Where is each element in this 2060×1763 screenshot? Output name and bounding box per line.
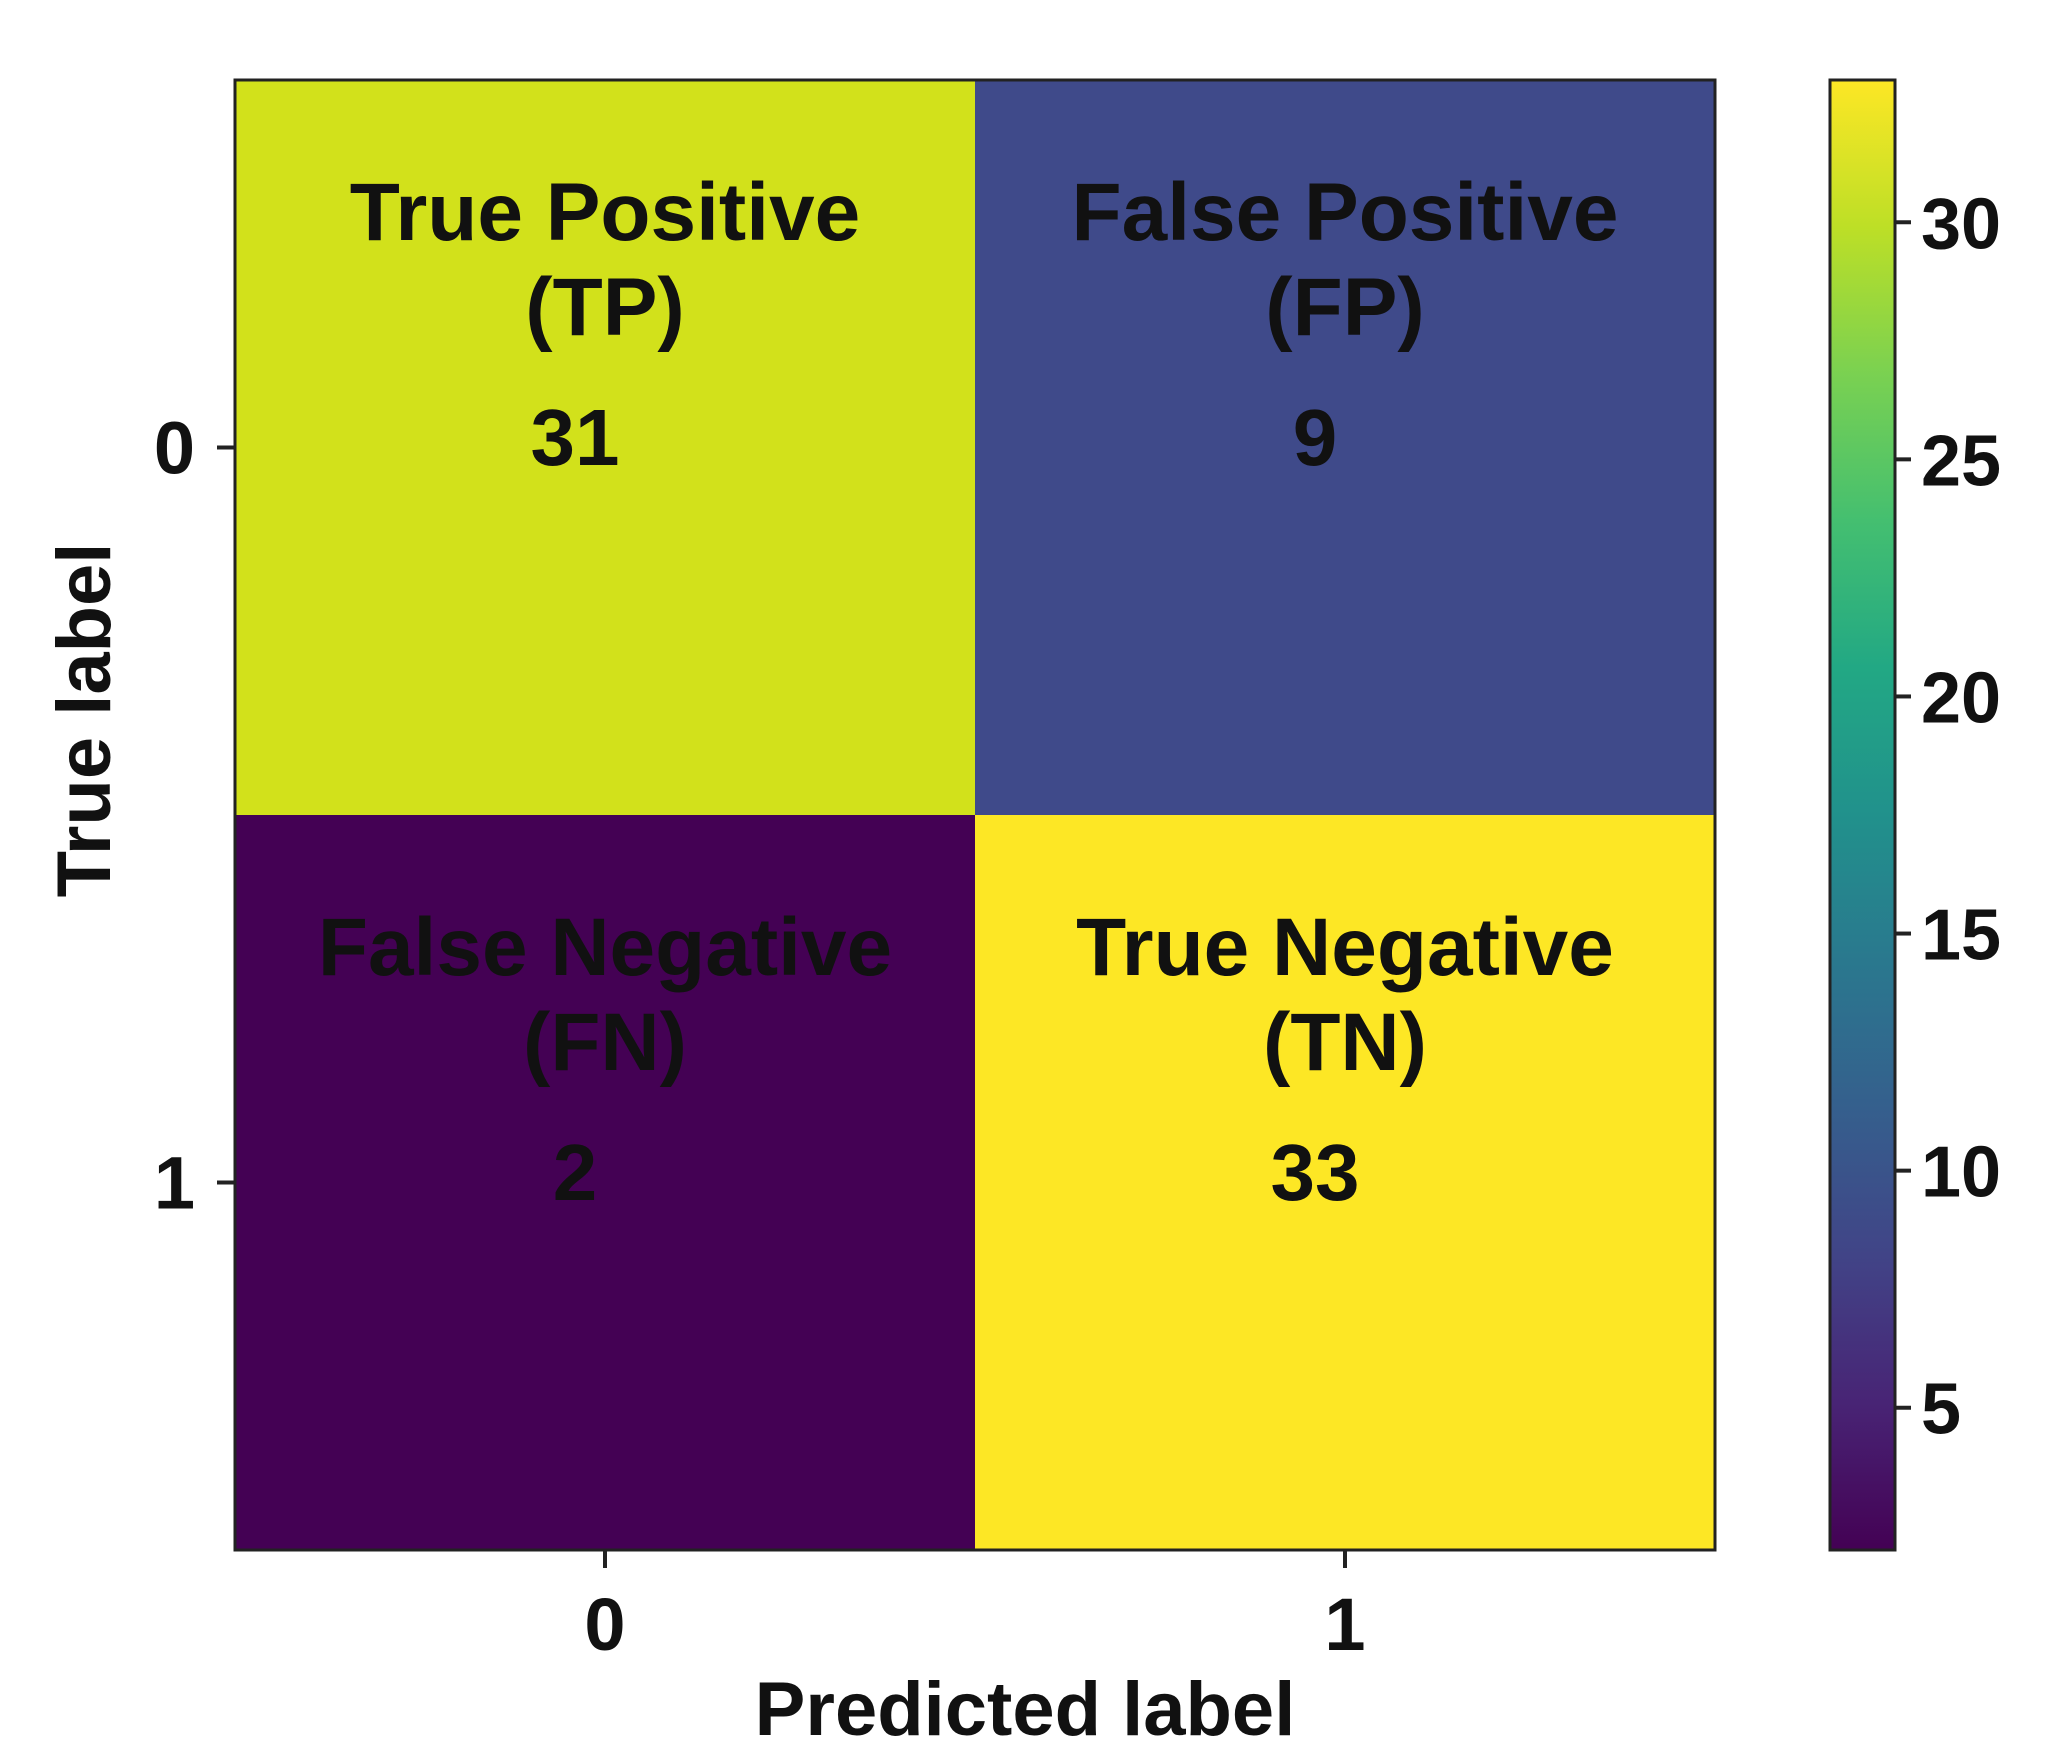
y-tick-label: 0	[154, 407, 195, 490]
cell-abbr-label: (TP)	[525, 262, 684, 353]
colorbar-ticks: 5 10 15 20 25 30	[1895, 184, 2001, 1450]
cell-value-label: 2	[553, 1128, 598, 1217]
colorbar	[1828, 78, 1897, 1552]
colorbar-tick-label: 30	[1921, 184, 2001, 264]
y-tick-label: 1	[154, 1142, 195, 1225]
cell-abbr-label: (TN)	[1263, 997, 1427, 1088]
heatmap-cell	[975, 815, 1715, 1550]
cell-value-label: 33	[1271, 1128, 1360, 1217]
cell-name-label: False Negative	[318, 902, 892, 993]
plot-frame	[233, 78, 1717, 1552]
colorbar-tick-label: 10	[1921, 1133, 2001, 1213]
heatmap-cell	[235, 815, 975, 1550]
cell-name-label: True Negative	[1076, 902, 1614, 993]
x-axis-label: Predicted label	[755, 1667, 1296, 1752]
heatmap-cell	[235, 80, 975, 815]
cell-name-label: True Positive	[350, 167, 860, 258]
cell-value-label: 9	[1293, 393, 1338, 482]
heatmap-cell	[975, 80, 1715, 815]
colorbar-tick-label: 20	[1921, 658, 2001, 738]
y-axis-label: True label	[42, 543, 127, 898]
cell-name-label: False Positive	[1072, 167, 1619, 258]
cell-value-label: 31	[531, 393, 620, 482]
colorbar-tick-label: 25	[1921, 421, 2001, 501]
x-tick-label: 0	[584, 1583, 625, 1666]
y-axis-ticks: 01	[154, 407, 235, 1225]
colorbar-tick-label: 5	[1921, 1370, 1961, 1450]
x-tick-label: 1	[1324, 1583, 1365, 1666]
cell-abbr-label: (FP)	[1265, 262, 1424, 353]
cell-abbr-label: (FN)	[523, 997, 687, 1088]
heatmap-cells: True Positive(TP) 31 False Positive(FP) 9 Fa…	[235, 80, 1715, 1550]
colorbar-tick-label: 15	[1921, 896, 2001, 976]
